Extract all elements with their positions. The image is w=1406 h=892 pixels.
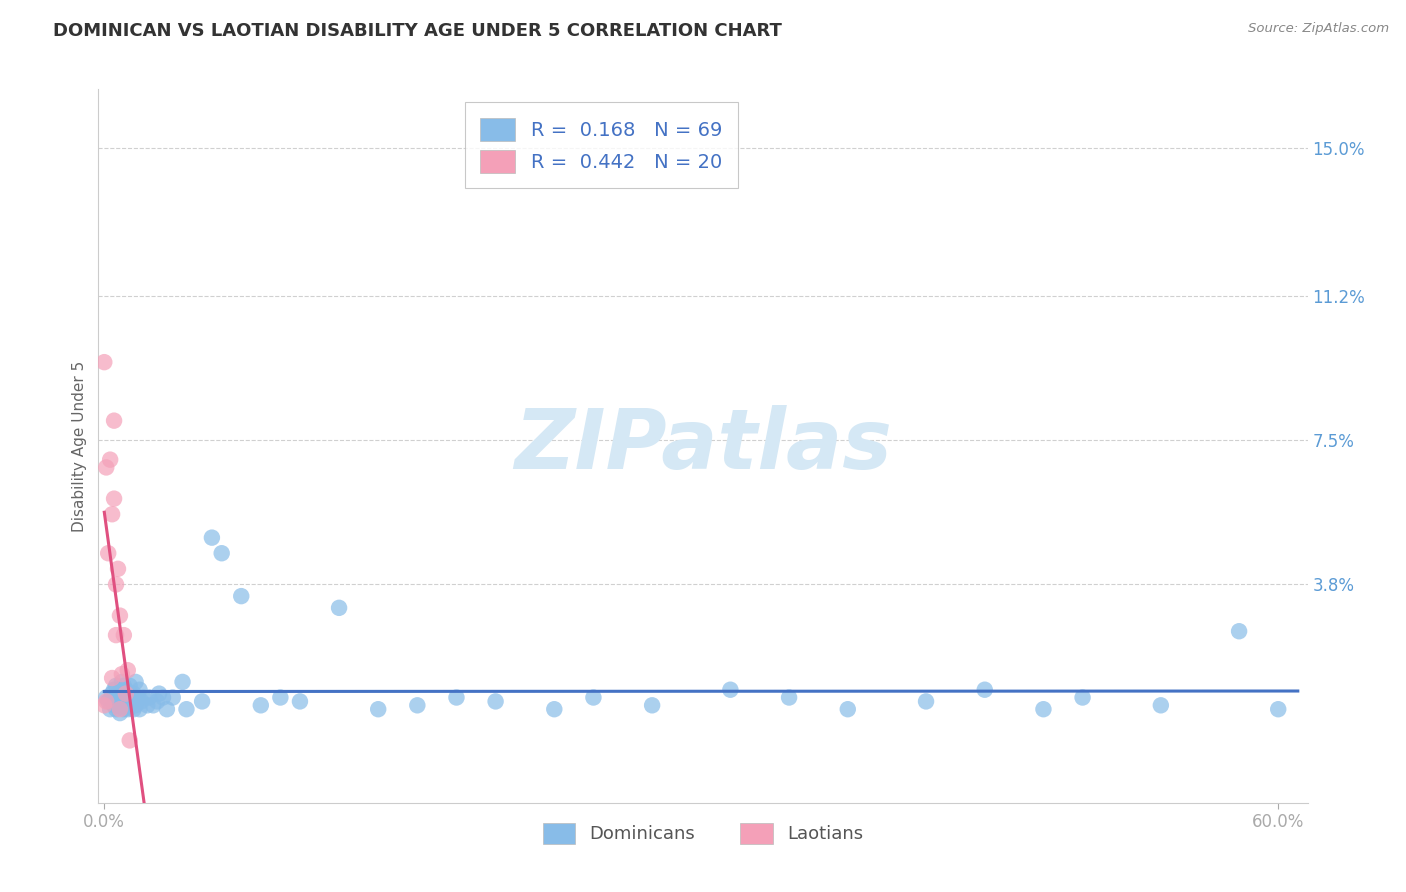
Point (152, 690, 174, 705)
Point (132, 690, 155, 705)
Y-axis label: Disability Age Under 5: Disability Age Under 5 (72, 360, 87, 532)
Point (231, 589, 253, 603)
Point (93, 355, 115, 369)
Point (288, 694, 311, 708)
Point (156, 702, 179, 716)
Point (148, 687, 170, 701)
Point (406, 698, 429, 713)
Point (96, 694, 118, 708)
Point (101, 671, 124, 685)
Point (176, 702, 198, 716)
Point (191, 694, 214, 708)
Point (162, 690, 184, 705)
Point (121, 690, 143, 705)
Point (122, 687, 145, 701)
Point (718, 682, 741, 697)
Point (328, 600, 350, 615)
Point (146, 694, 169, 708)
Point (105, 702, 128, 716)
Point (124, 698, 146, 713)
Point (96, 690, 118, 705)
Point (1032, 702, 1054, 716)
Legend: Dominicans, Laotians: Dominicans, Laotians (536, 815, 870, 851)
Point (97, 694, 120, 708)
Point (101, 687, 124, 701)
Point (107, 562, 129, 576)
Point (118, 698, 141, 713)
Point (101, 508, 124, 522)
Point (103, 698, 125, 713)
Point (484, 694, 506, 708)
Point (1071, 690, 1094, 705)
Point (103, 491, 125, 506)
Point (136, 698, 159, 713)
Point (107, 687, 129, 701)
Point (108, 702, 131, 716)
Point (250, 698, 273, 713)
Text: Source: ZipAtlas.com: Source: ZipAtlas.com (1249, 22, 1389, 36)
Point (98, 702, 121, 716)
Point (105, 577, 128, 591)
Point (111, 698, 134, 713)
Point (114, 698, 136, 713)
Point (111, 667, 134, 681)
Point (128, 682, 150, 697)
Point (124, 674, 146, 689)
Point (446, 690, 468, 705)
Point (107, 698, 129, 713)
Point (201, 531, 224, 545)
Text: ZIPatlas: ZIPatlas (515, 406, 891, 486)
Point (172, 674, 194, 689)
Point (98, 452, 121, 467)
Point (127, 690, 149, 705)
Point (105, 679, 128, 693)
Point (915, 694, 938, 708)
Point (269, 690, 291, 705)
Point (112, 628, 135, 642)
Point (367, 702, 389, 716)
Point (111, 674, 134, 689)
Point (1267, 702, 1289, 716)
Point (118, 679, 141, 693)
Point (117, 702, 139, 716)
Point (582, 690, 605, 705)
Point (138, 690, 160, 705)
Text: DOMINICAN VS LAOTIAN DISABILITY AGE UNDER 5 CORRELATION CHART: DOMINICAN VS LAOTIAN DISABILITY AGE UNDE… (53, 22, 782, 40)
Point (128, 702, 150, 716)
Point (211, 546, 233, 560)
Point (117, 687, 139, 701)
Point (108, 608, 131, 623)
Point (122, 702, 145, 716)
Point (105, 628, 128, 642)
Point (641, 698, 664, 713)
Point (118, 733, 141, 747)
Point (114, 682, 136, 697)
Point (93, 698, 115, 713)
Point (112, 679, 135, 693)
Point (778, 690, 800, 705)
Point (103, 682, 125, 697)
Point (837, 702, 859, 716)
Point (117, 663, 139, 677)
Point (114, 687, 136, 701)
Point (103, 414, 125, 428)
Point (108, 706, 131, 720)
Point (96, 460, 118, 475)
Point (543, 702, 565, 716)
Point (112, 702, 135, 716)
Point (97, 546, 120, 560)
Point (108, 690, 131, 705)
Point (973, 682, 995, 697)
Point (1150, 698, 1173, 713)
Point (142, 698, 165, 713)
Point (1227, 624, 1250, 639)
Point (112, 690, 135, 705)
Point (131, 694, 153, 708)
Point (111, 682, 134, 697)
